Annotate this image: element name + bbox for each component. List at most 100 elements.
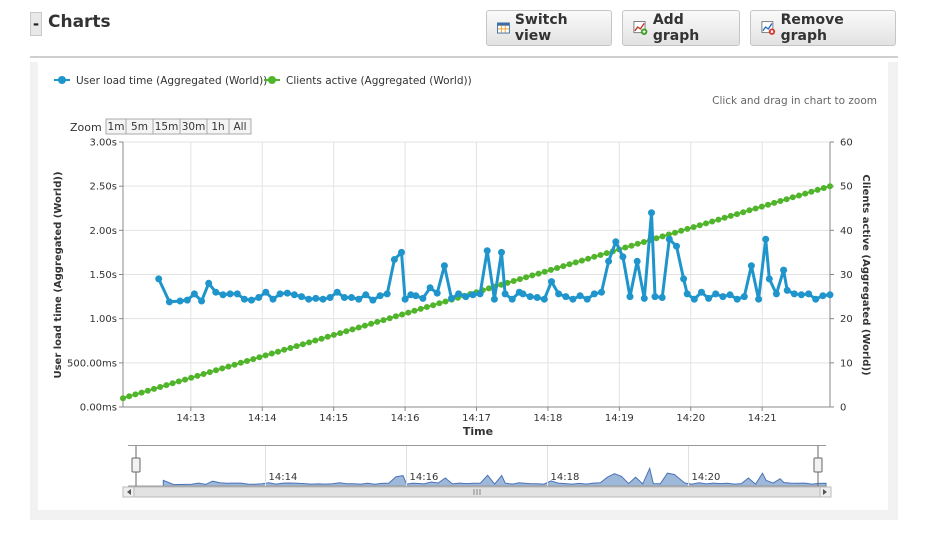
clients-active-point	[256, 354, 263, 361]
user-load-time-point	[747, 262, 755, 270]
y-tick-label: 1.00s	[90, 314, 117, 325]
user-load-time-point	[569, 295, 577, 303]
user-load-time-point	[419, 294, 427, 302]
navigator[interactable]: 14:14 14:16 14:18 14:20	[122, 445, 832, 498]
legend-label-clients-active: Clients active (Aggregated (World))	[286, 75, 472, 87]
clients-active-point	[523, 274, 530, 281]
clients-active-point	[436, 300, 443, 307]
user-load-time-point	[780, 266, 788, 274]
user-load-time-point	[401, 295, 409, 303]
switch-view-label: Switch view	[514, 12, 568, 44]
clients-active-point	[740, 209, 747, 216]
user-load-time-point	[483, 247, 491, 255]
scroll-left-arrow-icon[interactable]	[127, 489, 131, 495]
zoom-button-5m[interactable]: 5m	[125, 118, 154, 135]
zoom-button-label: 1h	[211, 121, 224, 133]
navigator-series-area	[162, 466, 827, 487]
clients-active-point	[752, 205, 759, 212]
user-load-time-point	[190, 290, 198, 298]
user-load-time-point	[290, 291, 298, 299]
user-load-time-point	[312, 294, 320, 302]
clients-active-point	[318, 335, 325, 342]
user-load-time-point	[333, 288, 341, 296]
zoom-button-15m[interactable]: 15m	[152, 118, 181, 135]
clients-active-point	[709, 218, 716, 225]
user-load-time-point	[783, 286, 791, 294]
user-load-time-point	[648, 209, 655, 217]
legend-label-user-load-time: User load time (Aggregated (World))	[76, 75, 267, 87]
add-graph-button[interactable]: Add graph	[622, 10, 740, 46]
zoom-button-All[interactable]: All	[228, 118, 252, 135]
clients-active-point	[157, 384, 164, 390]
user-load-time-point	[797, 291, 805, 299]
user-load-time-point	[633, 257, 641, 265]
navigator-scrollbar[interactable]	[122, 486, 832, 498]
zoom-button-1m[interactable]: 1m	[105, 118, 127, 135]
clients-active-point	[343, 328, 350, 335]
user-load-time-point	[462, 293, 470, 301]
user-load-time-point	[762, 235, 770, 243]
user-load-time-point	[640, 294, 648, 302]
user-load-time-point	[533, 294, 541, 301]
legend-item-user-load-time[interactable]: User load time (Aggregated (World))	[54, 75, 267, 87]
remove-graph-label: Remove graph	[780, 12, 844, 44]
navigator-right-handle[interactable]	[813, 446, 823, 486]
user-load-time-point	[212, 288, 220, 296]
clients-active-point	[485, 285, 492, 292]
user-load-time-point	[726, 291, 734, 299]
user-load-time-point	[398, 248, 405, 256]
navigator-tick-label: 14:14	[268, 472, 297, 483]
legend-item-clients-active[interactable]: Clients active (Aggregated (World))	[264, 75, 472, 87]
navigator-background	[128, 446, 826, 486]
zoom-button-30m[interactable]: 30m	[179, 118, 208, 135]
add-graph-label: Add graph	[652, 12, 700, 44]
user-load-time-point	[619, 253, 627, 261]
zoom-button-label: 1m	[108, 121, 125, 133]
y-tick-label: 500.00ms	[67, 358, 117, 369]
clients-active-point	[529, 272, 536, 279]
zoom-button-label: 30m	[182, 121, 206, 133]
clients-active-point	[386, 315, 393, 322]
switch-view-button[interactable]: Switch view	[486, 10, 612, 46]
user-load-time-point	[455, 290, 463, 298]
clients-active-point	[355, 324, 362, 331]
user-load-time-point	[226, 290, 234, 298]
user-load-time-point	[219, 291, 227, 299]
user-load-time-point	[673, 242, 680, 250]
user-load-time-point	[612, 238, 620, 246]
clients-active-point	[312, 337, 319, 344]
clients-active-point	[163, 382, 170, 389]
x-tick-label: 14:20	[676, 413, 705, 424]
clients-active-point	[820, 185, 827, 191]
clients-active-point	[275, 348, 281, 355]
clients-active-point	[281, 346, 288, 353]
user-load-time-point	[155, 275, 163, 283]
clients-active-point	[547, 266, 554, 273]
user-load-time-point	[362, 291, 370, 299]
legend[interactable]: User load time (Aggregated (World)) Clie…	[54, 75, 472, 87]
user-load-time-point	[651, 293, 659, 301]
scroll-right-arrow-icon[interactable]	[823, 489, 827, 495]
clients-active-point	[578, 257, 585, 264]
x-tick-label: 14:19	[605, 413, 634, 424]
user-load-time-point	[826, 291, 834, 299]
user-load-time-point	[765, 275, 773, 283]
clients-active-point	[405, 309, 412, 316]
grid-view-icon	[497, 22, 510, 34]
clients-active-point	[417, 305, 424, 312]
navigator-left-handle[interactable]	[131, 446, 141, 486]
clients-active-point	[796, 192, 802, 199]
user-load-time-point	[183, 296, 191, 304]
remove-graph-button[interactable]: Remove graph	[750, 10, 896, 46]
zoom-button-1h[interactable]: 1h	[206, 118, 230, 135]
user-load-time-point	[355, 295, 363, 303]
clients-active-point	[411, 307, 418, 314]
y-tick-label: 2.50s	[90, 182, 117, 193]
axes: 0.00ms 500.00ms 1.00s 1.50s 2.00s 2.50s 3.00s 0…	[67, 138, 853, 425]
clients-active-point	[703, 220, 709, 227]
user-load-time-point	[340, 294, 348, 301]
collapse-button[interactable]: -	[30, 12, 42, 36]
clients-active-point	[213, 367, 219, 374]
user-load-time-point	[490, 295, 498, 303]
